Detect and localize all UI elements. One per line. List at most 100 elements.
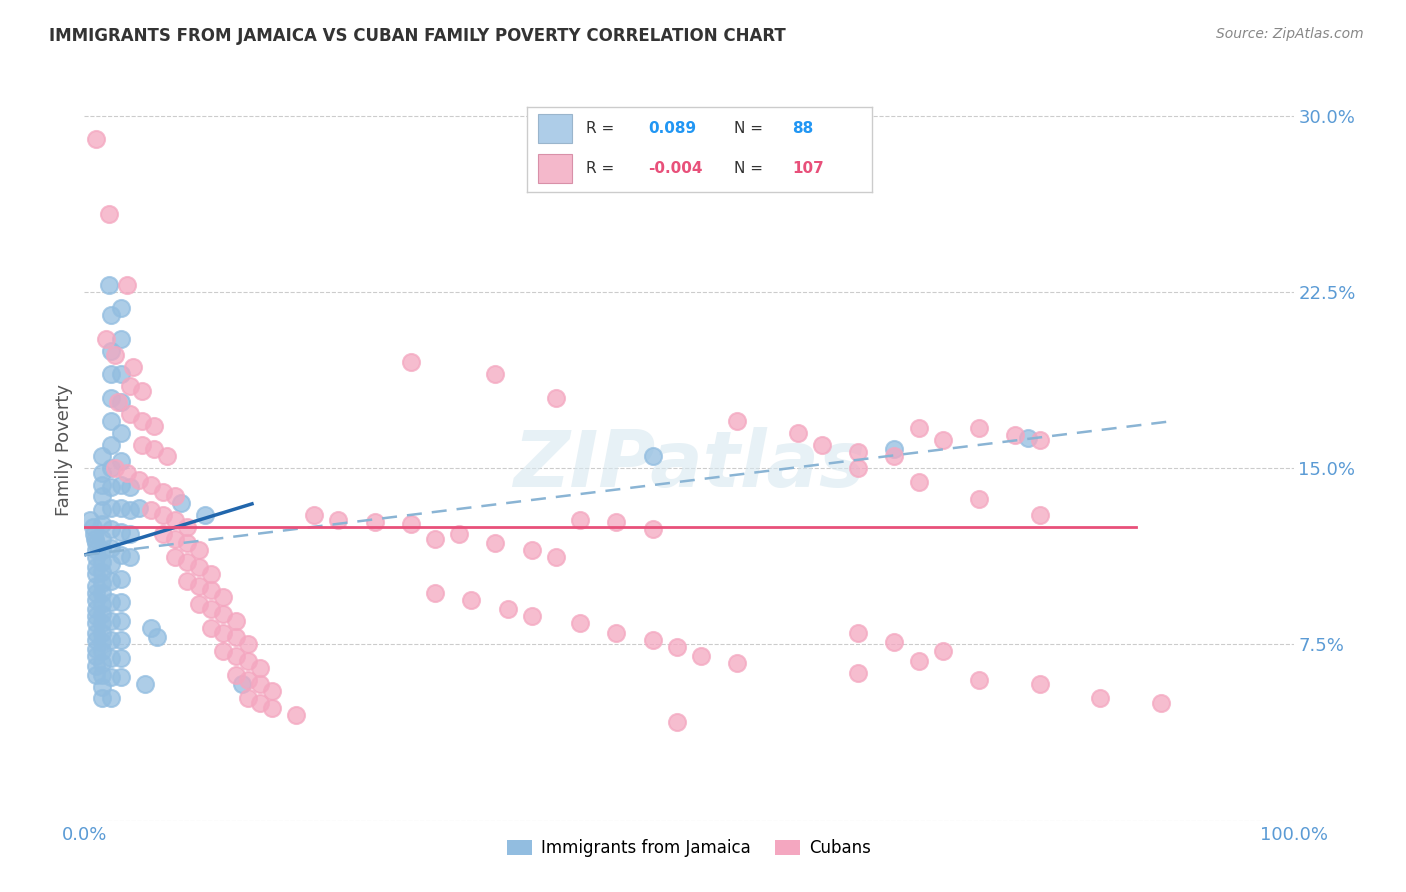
Point [91,565,114,579]
Point [94,332,117,346]
Point [100,461,122,475]
Point [91,668,114,682]
Point [100,501,122,516]
Point [399,355,422,369]
Legend: Immigrants from Jamaica, Cubans: Immigrants from Jamaica, Cubans [501,833,877,864]
Point [225,630,247,644]
Point [100,595,122,609]
Point [641,632,664,647]
Point [100,308,122,322]
Point [690,649,713,664]
Point [131,437,153,451]
Point [605,515,627,529]
Text: ZIPatlas: ZIPatlas [513,427,865,503]
Point [91,555,114,569]
Point [846,665,869,680]
Point [91,576,114,591]
Point [120,503,142,517]
Point [225,614,247,628]
Point [165,513,187,527]
Point [200,566,222,581]
Point [212,591,235,605]
Point [143,418,166,433]
Point [520,543,543,558]
Point [110,614,132,628]
Point [91,466,114,480]
Text: 88: 88 [793,120,814,136]
Point [188,543,211,558]
Point [84,532,107,546]
Point [86,559,108,574]
Point [91,543,114,558]
Point [100,670,122,684]
Point [110,395,132,409]
Point [120,407,142,421]
Point [569,616,592,631]
Point [284,707,308,722]
Point [91,503,114,517]
Point [86,649,108,664]
Point [236,654,259,668]
Point [86,566,108,581]
Point [86,585,108,599]
Y-axis label: Family Poverty: Family Poverty [55,384,73,516]
Point [176,574,198,588]
Point [82,520,104,534]
Point [91,680,114,694]
Point [120,550,142,565]
Point [496,602,519,616]
Point [520,609,543,624]
Point [423,532,446,546]
Point [641,450,664,464]
Point [104,461,127,475]
Point [110,301,132,316]
Point [100,414,122,428]
Point [786,425,808,440]
Point [176,536,198,550]
Point [91,450,114,464]
Point [91,644,114,658]
Point [86,579,108,593]
Point [134,677,156,691]
Point [110,651,132,665]
Point [79,513,101,527]
Point [811,437,834,451]
Point [97,207,120,221]
Point [128,473,150,487]
Point [100,558,122,572]
Point [212,644,235,658]
Point [1028,433,1050,447]
Point [115,466,138,480]
Point [302,508,325,522]
Point [249,661,271,675]
Point [152,484,174,499]
Point [91,598,114,612]
Point [100,614,122,628]
Point [91,635,114,649]
Point [665,714,688,729]
Point [484,536,506,550]
Text: R =: R = [586,161,614,176]
Point [212,607,235,621]
Point [91,625,114,640]
Point [110,501,132,516]
Point [86,642,108,657]
Point [110,367,132,381]
Point [91,616,114,631]
Point [131,384,153,398]
Point [86,132,108,146]
Text: R =: R = [586,120,614,136]
Point [967,491,990,506]
Point [86,658,108,673]
Point [110,425,132,440]
Point [363,515,385,529]
Point [883,450,905,464]
Text: N =: N = [734,161,763,176]
Text: Source: ZipAtlas.com: Source: ZipAtlas.com [1216,27,1364,41]
Point [146,630,169,644]
Point [100,574,122,588]
Point [100,437,122,451]
Point [91,691,114,706]
Point [91,489,114,503]
Point [100,391,122,405]
